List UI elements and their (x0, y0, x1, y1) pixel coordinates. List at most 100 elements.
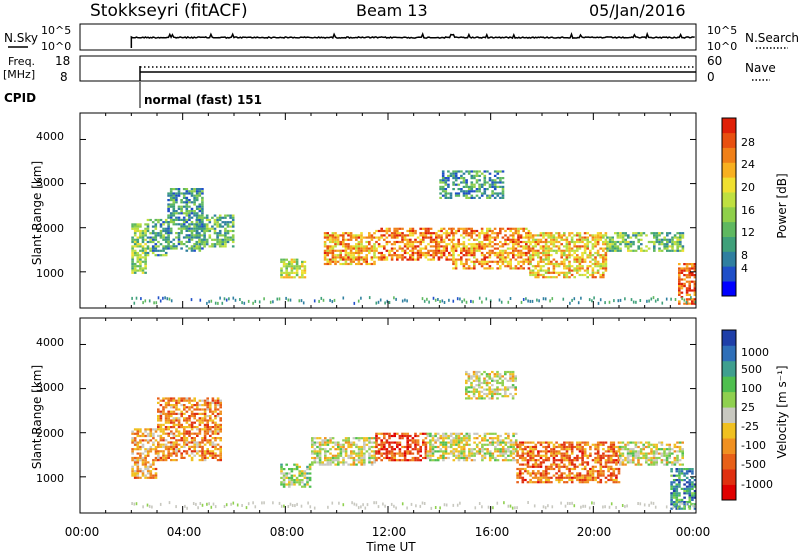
power-band-cell (443, 301, 446, 304)
power-region-8 (529, 232, 608, 279)
velocity-cell (211, 443, 215, 446)
power-cell (188, 212, 191, 215)
velocity-cell (678, 481, 681, 484)
power-cell (504, 260, 507, 263)
power-cell (589, 254, 592, 257)
velocity-cell (409, 452, 412, 455)
velocity-cell (144, 434, 147, 438)
velocity-cell (365, 439, 369, 442)
power-cell (586, 254, 589, 257)
power-band-cell (320, 296, 323, 300)
velocity-cell (419, 448, 422, 451)
power-cell (357, 236, 361, 239)
velocity-cell (544, 476, 548, 479)
velocity-cell (678, 450, 682, 453)
velocity-cell (544, 448, 548, 451)
power-cell (193, 249, 196, 252)
power-cell (200, 214, 204, 217)
power-cell (203, 232, 206, 235)
power-band-cell (437, 298, 439, 301)
velocity-cell (183, 443, 186, 446)
power-cell (326, 254, 329, 257)
power-cell (396, 227, 399, 230)
velocity-cell (472, 375, 476, 378)
power-cell (565, 243, 569, 246)
power-cell (457, 243, 460, 246)
power-heatmap-layer (131, 170, 697, 305)
power-cell (688, 263, 691, 266)
velocity-cell (529, 465, 532, 468)
velocity-cell (449, 432, 453, 435)
power-cell (144, 271, 147, 274)
velocity-cell (152, 461, 155, 464)
power-band-cell (333, 298, 336, 302)
power-cell (198, 188, 202, 191)
power-cell (658, 238, 661, 241)
velocity-cell (576, 454, 579, 457)
power-cell (205, 227, 209, 230)
power-cell (529, 240, 532, 244)
velocity-cell (164, 404, 168, 407)
power-cell (396, 240, 399, 244)
power-cell (177, 240, 181, 243)
power-cell (396, 229, 399, 233)
power-cell (373, 251, 376, 255)
velocity-cell (496, 381, 499, 385)
velocity-cell (288, 485, 291, 488)
power-cell (377, 258, 381, 261)
power-cell (339, 262, 342, 266)
velocity-cell (175, 423, 178, 426)
power-cell (529, 256, 532, 259)
power-cell (570, 269, 574, 272)
power-cell (550, 271, 553, 274)
power-cell (385, 240, 389, 244)
power-cell (349, 262, 353, 266)
velocity-cell (652, 454, 656, 457)
velocity-cell (133, 472, 137, 475)
velocity-cell (203, 423, 207, 426)
velocity-cell (377, 437, 381, 440)
power-cell (599, 234, 602, 237)
power-cell (501, 256, 505, 259)
velocity-cell (324, 452, 327, 455)
velocity-cell (411, 441, 415, 444)
power-cell (190, 188, 194, 191)
power-cell (370, 262, 374, 266)
power-cell (185, 234, 189, 237)
velocity-cell (185, 450, 189, 453)
power-cell (537, 254, 540, 257)
power-cell (470, 247, 473, 250)
power-cell (282, 265, 286, 268)
velocity-cell (675, 487, 679, 490)
velocity-cell (494, 456, 497, 460)
velocity-cell (688, 505, 692, 508)
velocity-cell (642, 448, 645, 451)
velocity-cell (518, 463, 522, 466)
power-cell (448, 243, 451, 246)
power-cell (409, 258, 412, 261)
power-cell (547, 271, 550, 274)
power-cell (660, 240, 664, 244)
velocity-cell (491, 395, 494, 398)
power-cell (167, 192, 170, 195)
velocity-cell (501, 375, 504, 378)
velocity-cell (457, 439, 461, 442)
power-cell (583, 273, 587, 277)
velocity-cell (568, 459, 571, 462)
velocity-cell (347, 441, 350, 444)
velocity-cell (526, 472, 530, 475)
velocity-cell (159, 417, 163, 420)
power-cell (329, 258, 332, 261)
velocity-cell (131, 452, 134, 455)
velocity-cell (673, 461, 677, 464)
velocity-cell (678, 448, 682, 451)
power-cell (172, 205, 176, 208)
power-cell (460, 262, 463, 266)
velocity-cell (550, 452, 553, 455)
nsky-panel-frame (79, 23, 697, 51)
power-cell (640, 243, 643, 246)
power-band-cell (661, 301, 664, 305)
velocity-cell (663, 454, 666, 457)
velocity-cell (393, 456, 396, 460)
velocity-cell (596, 456, 600, 460)
